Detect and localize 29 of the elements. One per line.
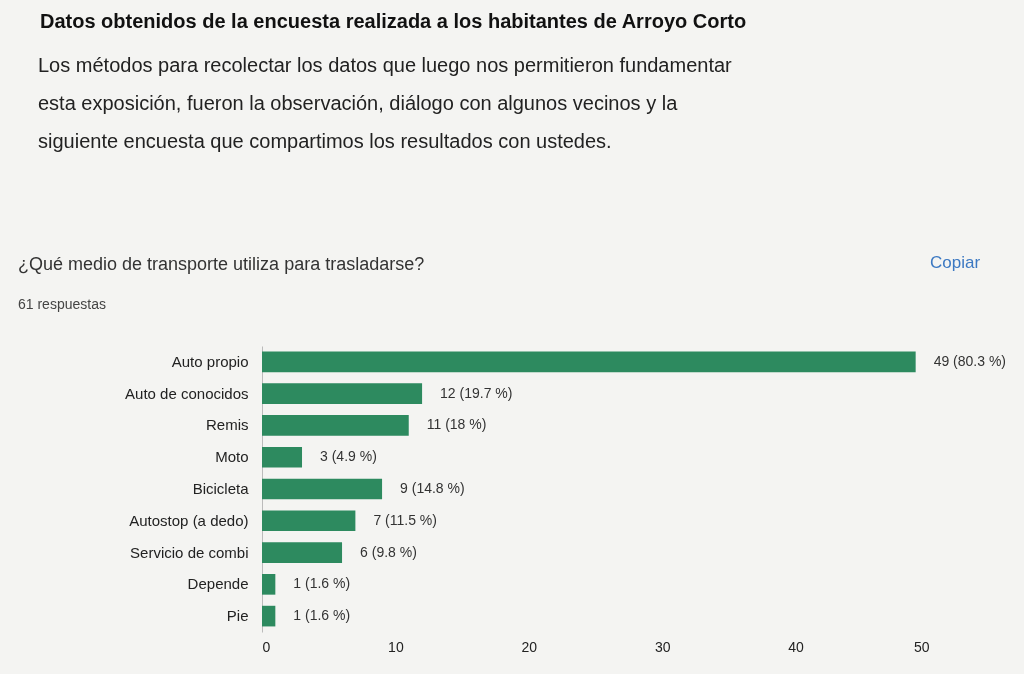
x-tick-label: 50 bbox=[913, 638, 930, 655]
y-tick-label: Auto propio bbox=[171, 352, 249, 370]
data-label: 11 (18 %) bbox=[426, 416, 487, 433]
data-label: 12 (19.7 %) bbox=[440, 384, 513, 401]
y-tick-label: Depende bbox=[187, 575, 249, 593]
x-tick-label: 40 bbox=[788, 638, 805, 655]
data-label: 1 (1.6 %) bbox=[293, 607, 351, 624]
data-label: 7 (11.5 %) bbox=[373, 511, 437, 528]
text: Copiar bbox=[930, 253, 981, 272]
data-label: 9 (14.8 %) bbox=[400, 480, 465, 496]
x-tick-label: 0 bbox=[262, 638, 271, 655]
y-tick-label: Servicio de combi bbox=[130, 543, 249, 561]
y-tick-label: Pie bbox=[226, 607, 249, 625]
data-label: 49 (80.3 %) bbox=[933, 352, 1007, 369]
y-tick-label: Moto bbox=[215, 448, 249, 466]
x-tick-label: 30 bbox=[654, 638, 671, 655]
y-tick-label: Auto de conocidos bbox=[125, 384, 249, 402]
y-tick-label: Bicicleta bbox=[192, 480, 250, 497]
data-label: 3 (4.9 %) bbox=[320, 448, 377, 465]
y-tick-label: Autostop (a dedo) bbox=[129, 511, 249, 529]
chart-title: ¿Qué medio de transporte utiliza para trasladarse? bbox=[18, 254, 425, 274]
data-label: 6 (9.8 %) bbox=[360, 543, 417, 560]
y-tick-label: Remis bbox=[205, 416, 249, 434]
data-label: 1 (1.6 %) bbox=[293, 575, 351, 592]
text: 61 respuestas bbox=[18, 296, 106, 312]
x-tick-label: 10 bbox=[388, 638, 404, 655]
text: Datos obtenidos de la encuesta realizada a los habitantes de Arroyo Corto bbox=[40, 10, 747, 32]
text: Los métodos para recolectar los datos que luego nos permitieron fundamentar esta exposición, fueron la observación, diálogo con algunos vecinos y la siguiente encuesta que compartimos los resultados con ustedes. bbox=[38, 54, 733, 152]
x-tick-label: 20 bbox=[521, 638, 538, 655]
